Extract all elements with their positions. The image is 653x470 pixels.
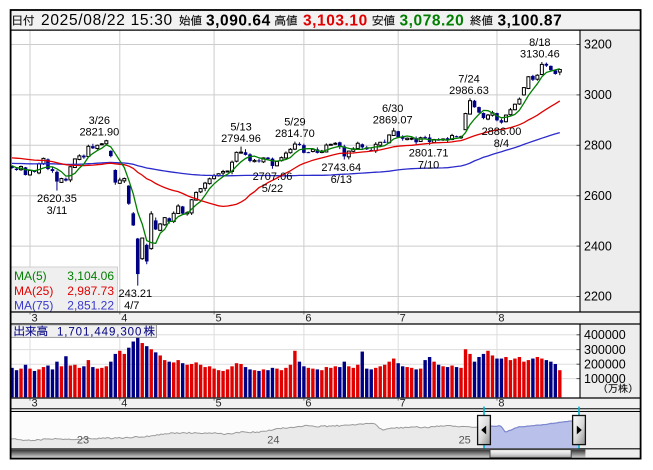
svg-text:3000: 3000: [584, 88, 612, 102]
svg-text:6/13: 6/13: [331, 174, 352, 186]
svg-text:2821.90: 2821.90: [79, 126, 119, 138]
svg-text:23: 23: [77, 435, 89, 447]
svg-text:3,104.06: 3,104.06: [67, 269, 114, 283]
svg-text:3,100.87: 3,100.87: [498, 12, 563, 29]
svg-text:200000: 200000: [584, 357, 626, 371]
svg-text:6: 6: [305, 313, 311, 325]
svg-text:2801.71: 2801.71: [409, 147, 449, 159]
svg-text:3,090.64: 3,090.64: [206, 12, 271, 29]
svg-text:3,078.20: 3,078.20: [400, 12, 465, 29]
svg-text:MA(5): MA(5): [14, 269, 47, 283]
svg-text:MA(75): MA(75): [14, 299, 53, 313]
svg-text:2620.35: 2620.35: [37, 193, 77, 205]
svg-text:2743.64: 2743.64: [321, 162, 361, 174]
svg-text:3: 3: [31, 397, 37, 409]
svg-text:8/4: 8/4: [494, 138, 509, 150]
svg-text:2025/08/22 15:30: 2025/08/22 15:30: [41, 12, 173, 29]
svg-text:25: 25: [459, 435, 471, 447]
svg-text:2600: 2600: [584, 189, 612, 203]
svg-text:MA(25): MA(25): [14, 284, 53, 298]
svg-text:8: 8: [498, 313, 504, 325]
svg-text:5/13: 5/13: [230, 122, 251, 134]
svg-text:6/30: 6/30: [382, 103, 403, 115]
svg-text:4: 4: [121, 397, 127, 409]
svg-text:3200: 3200: [584, 38, 612, 52]
svg-text:2200: 2200: [584, 290, 612, 304]
svg-text:5/22: 5/22: [262, 183, 283, 195]
svg-text:2,243.21: 2,243.21: [109, 288, 152, 300]
svg-text:3/11: 3/11: [47, 205, 68, 217]
svg-text:400000: 400000: [584, 328, 626, 342]
svg-text:8: 8: [498, 397, 504, 409]
svg-text:3: 3: [31, 313, 37, 325]
svg-text:5: 5: [216, 313, 222, 325]
svg-text:100000: 100000: [584, 372, 626, 386]
svg-text:6: 6: [305, 397, 311, 409]
svg-text:7: 7: [400, 397, 406, 409]
svg-text:7: 7: [400, 313, 406, 325]
svg-text:2,851.22: 2,851.22: [67, 299, 114, 313]
svg-text:3/26: 3/26: [89, 115, 110, 127]
svg-text:2794.96: 2794.96: [221, 133, 261, 145]
svg-text:5/29: 5/29: [284, 117, 305, 129]
svg-text:3130.46: 3130.46: [520, 49, 560, 61]
svg-text:2400: 2400: [584, 239, 612, 253]
svg-text:8/18: 8/18: [529, 37, 550, 49]
svg-text:3,103.10: 3,103.10: [303, 12, 368, 29]
svg-text:2886.00: 2886.00: [482, 126, 522, 138]
svg-text:2869.07: 2869.07: [373, 114, 413, 126]
svg-text:2,987.73: 2,987.73: [67, 284, 114, 298]
svg-text:7/24: 7/24: [458, 73, 479, 85]
svg-text:2814.70: 2814.70: [275, 128, 315, 140]
svg-text:2707.06: 2707.06: [253, 171, 293, 183]
svg-text:1,701,449,300: 1,701,449,300: [57, 326, 142, 338]
svg-text:4: 4: [121, 313, 127, 325]
svg-text:300000: 300000: [584, 343, 626, 357]
svg-text:7/10: 7/10: [418, 159, 439, 171]
svg-text:2986.63: 2986.63: [449, 85, 489, 97]
svg-text:5: 5: [216, 397, 222, 409]
svg-text:2800: 2800: [584, 139, 612, 153]
svg-text:4/7: 4/7: [124, 300, 139, 312]
svg-text:24: 24: [267, 435, 279, 447]
